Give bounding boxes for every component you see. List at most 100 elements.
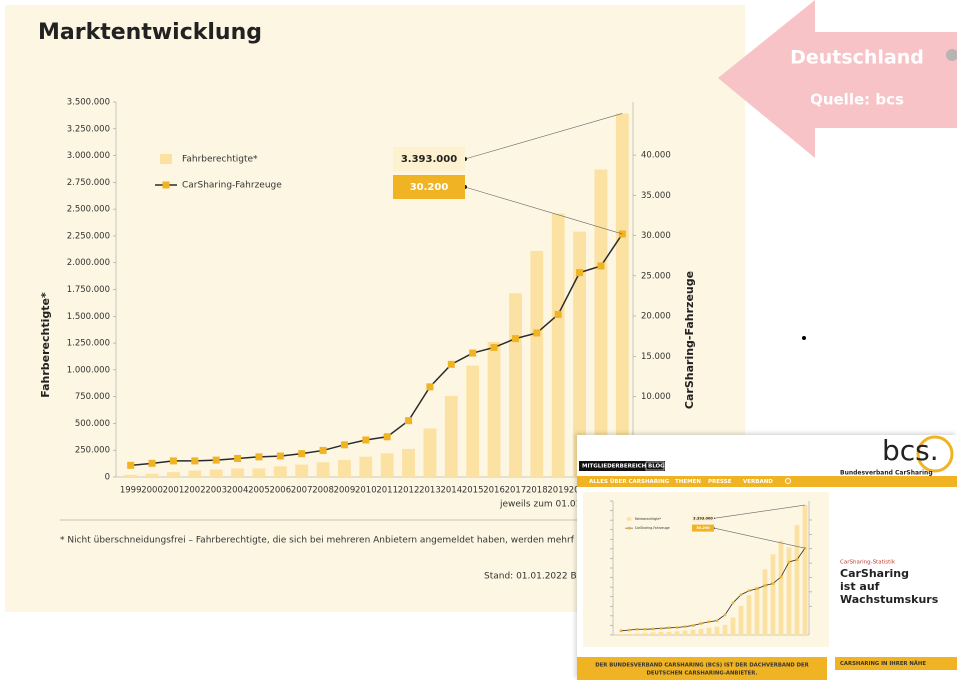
value-label: 30.200 [696,526,710,530]
x-tick-label: 2007 [291,486,313,496]
x-tick-label: 1999 [120,486,142,496]
line-marker [644,628,647,631]
y-tick-label: 250.000 [75,446,110,456]
bar [402,449,415,477]
bar [635,633,640,635]
x-tick-label: 2003 [205,486,227,496]
bar [627,634,632,635]
y-tick-label: 1.750.000 [67,285,110,295]
line-marker [277,453,284,460]
x-tick-label: 2004 [227,486,249,496]
x-tick-label: 2017 [505,486,527,496]
x-tick-label: 2009 [334,486,356,496]
headline: CarSharing [840,567,909,580]
note: Stand: 01.01.2022 B [484,572,577,582]
footnote: * Nicht überschneidungsfrei – Fahrberech… [60,536,575,546]
overlay-title: Deutschland [790,47,924,69]
line-marker [772,582,775,585]
logo-subtitle: Bundesverband CarSharing [840,470,933,477]
line-marker [469,350,476,357]
line-marker [668,627,671,630]
line-marker [320,447,327,454]
headline: ist auf [840,580,880,593]
y-tick-label: 1.000.000 [67,365,110,375]
nav-link[interactable]: PRESSE [708,479,732,485]
x-tick-label: 2014 [440,486,462,496]
bar [530,251,543,477]
x-tick-label: 2002 [184,486,206,496]
line-marker [700,622,703,625]
line-marker [213,457,220,464]
line-marker [788,561,791,564]
kicker: CarSharing-Statistik [840,560,896,566]
line-marker [740,593,743,596]
y-tick-label: 0 [105,473,110,483]
legend-marker [628,527,630,529]
bar [739,606,744,635]
line-marker [255,453,262,460]
nav-link[interactable]: THEMEN [675,479,701,485]
x-tick-label: 2011 [376,486,398,496]
y-tick-label: 1.250.000 [67,339,110,349]
x-tick-label: 2019 [547,486,569,496]
bar [667,632,672,635]
topbar-link[interactable]: MITGLIEDERBEREICH [582,464,647,470]
bar [295,465,308,477]
y-tick-label: 2.000.000 [67,258,110,268]
line-marker [127,462,134,469]
legend-marker [163,182,170,189]
y-tick-label: 2.750.000 [67,178,110,188]
y-axis-label: Fahrberechtigte* [39,292,52,398]
bar [616,113,629,477]
line-marker [362,436,369,443]
line-marker [628,629,631,632]
y2-axis-label: CarSharing-Fahrzeuge [683,271,696,409]
y-tick-label: 750.000 [75,392,110,402]
x-tick-label: 2016 [483,486,505,496]
bar [231,468,244,477]
line-marker [298,450,305,457]
line-marker [597,263,604,270]
y2-tick-label: 40.000 [641,151,671,161]
y2-tick-label: 25.000 [641,271,671,281]
x-tick-label: 2015 [462,486,484,496]
line-marker [716,619,719,622]
x-tick-label: 2018 [526,486,548,496]
topbar-link[interactable]: BLOG [648,464,665,470]
x-tick-label: 2005 [248,486,270,496]
bar [317,462,330,477]
line-marker [491,344,498,351]
nav-link[interactable]: VERBAND [743,479,773,485]
x-tick-label: 2000 [141,486,163,496]
legend-label: CarSharing-Fahrzeuge [182,181,282,191]
bar [466,366,479,477]
nav-link[interactable]: ALLES ÜBER CARSHARING [589,478,670,485]
y2-tick-label: 35.000 [641,191,671,201]
line-marker [426,383,433,390]
bar [723,625,728,635]
bar [683,631,688,635]
line-marker [620,630,623,633]
bar [795,525,800,635]
y-tick-label: 2.500.000 [67,205,110,215]
line-marker [384,433,391,440]
overlay-source: Quelle: bcs [810,91,904,109]
banner-text: DER BUNDESVERBAND CARSHARING (BCS) IST D… [595,663,808,669]
y2-tick-label: 10.000 [641,392,671,402]
bar [188,471,201,477]
banner-text: DEUTSCHEN CARSHARING-ANBIETER. [647,671,758,677]
bar [619,634,624,635]
headline: Wachstumskurs [840,593,939,606]
y-tick-label: 3.250.000 [67,124,110,134]
line-marker [149,460,156,467]
line-marker [732,602,735,605]
bar [146,474,159,477]
line-marker [724,614,727,617]
bar [771,554,776,635]
bar [424,428,437,477]
line-marker [170,457,177,464]
bar [779,541,784,635]
bar [763,569,768,635]
bar [707,628,712,635]
value-label: 3.393.000 [693,516,713,520]
